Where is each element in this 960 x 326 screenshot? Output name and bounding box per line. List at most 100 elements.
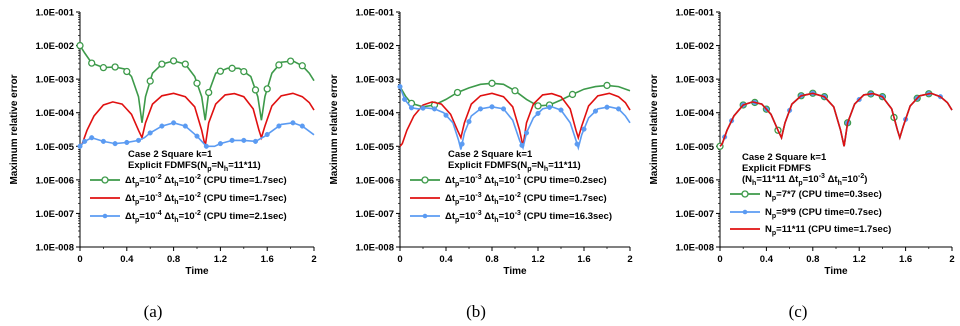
- x-tick-label: 1.2: [853, 254, 866, 265]
- data-point: [263, 85, 271, 93]
- data-point: [511, 87, 519, 95]
- data-point: [397, 84, 403, 90]
- data-point: [123, 67, 131, 76]
- y-tick-label: 1.0E-008: [355, 243, 394, 254]
- data-point: [488, 79, 496, 87]
- y-tick-label: 1.0E-008: [35, 243, 74, 254]
- data-point: [216, 67, 225, 75]
- series-line: [399, 82, 631, 108]
- data-point: [603, 81, 611, 90]
- data-point: [534, 102, 542, 110]
- series-line: [399, 86, 631, 151]
- data-point: [443, 112, 449, 118]
- data-point: [290, 120, 296, 126]
- x-tick-label: 1.6: [577, 254, 590, 265]
- series-line: [719, 92, 953, 147]
- y-axis-label: Maximum relative error: [329, 74, 340, 184]
- annotation-line: Case 2 Square k=1: [742, 152, 827, 163]
- annotation-line: (Nh=11*11 Δtp=10-3 Δth=10-2): [742, 173, 867, 187]
- x-axis-label: Time: [503, 266, 527, 277]
- legend-entry: Np=9*9 (CPU time=0.7sec): [730, 207, 882, 220]
- y-axis-label: Maximum relative error: [9, 74, 20, 184]
- x-tick-label: 0.8: [485, 254, 498, 265]
- data-point: [205, 88, 213, 97]
- data-point: [88, 59, 96, 67]
- x-tick-label: 0: [397, 254, 402, 265]
- data-point: [229, 137, 235, 143]
- data-point: [124, 139, 130, 146]
- annotation-line: Explicit FDMFS(Np=Nh=11*11): [128, 160, 261, 173]
- series-line: [399, 92, 631, 147]
- y-tick-label: 1.0E-001: [355, 8, 394, 19]
- legend-label: Δtp=10-3 Δth=10-2 (CPU time=1.7sec): [125, 192, 287, 206]
- data-point: [276, 123, 282, 129]
- series-line: [79, 92, 315, 147]
- legend-marker: [421, 176, 429, 184]
- data-point: [158, 60, 166, 68]
- data-point: [217, 141, 223, 147]
- legend-marker: [742, 209, 748, 215]
- data-point: [112, 141, 118, 147]
- annotation-line: Explicit FDMFS(Np=Nh=11*11): [448, 160, 581, 173]
- data-point: [240, 67, 248, 76]
- data-point: [581, 126, 587, 132]
- series-2: [79, 92, 315, 147]
- data-point: [568, 90, 577, 99]
- y-tick-label: 1.0E-005: [35, 142, 74, 153]
- x-tick-label: 0.4: [439, 254, 453, 265]
- y-axis-label: Maximum relative error: [649, 74, 660, 184]
- data-point: [77, 143, 83, 149]
- y-tick-label: 1.0E-007: [35, 209, 74, 220]
- legend-label: Np=7*7 (CPU time=0.3sec): [765, 189, 882, 202]
- legend-entry: Δtp=10-3 Δth=10-1 (CPU time=0.2sec): [410, 174, 607, 188]
- y-tick-label: 1.0E-005: [675, 142, 714, 153]
- x-tick-label: 2: [311, 254, 316, 265]
- data-point: [408, 105, 415, 111]
- data-point: [453, 88, 462, 97]
- data-point: [182, 123, 188, 129]
- legend-entry: Δtp=10-4 Δth=10-2 (CPU time=2.1sec): [90, 210, 287, 224]
- legend-label: Δtp=10-3 Δth=10-2 (CPU time=1.7sec): [445, 192, 607, 206]
- legend-marker: [741, 190, 749, 198]
- data-point: [477, 106, 484, 112]
- data-point: [431, 106, 438, 112]
- legend-entry: Δtp=10-2 Δth=10-2 (CPU time=1.7sec): [90, 174, 287, 188]
- y-tick-label: 1.0E-003: [355, 75, 394, 86]
- data-point: [535, 110, 541, 116]
- legend-label: Np=9*9 (CPU time=0.7sec): [765, 207, 882, 220]
- y-tick-label: 1.0E-006: [675, 175, 714, 186]
- legend-label: Np=11*11 (CPU time=1.7sec): [765, 224, 891, 237]
- data-point: [264, 131, 270, 138]
- data-point: [228, 64, 236, 72]
- data-point: [466, 119, 472, 125]
- x-tick-label: 1.6: [261, 254, 274, 265]
- legend-label: Δtp=10-4 Δth=10-2 (CPU time=2.1sec): [125, 210, 287, 224]
- data-point: [420, 105, 426, 111]
- panel-caption: (b): [466, 302, 486, 321]
- series-3: [77, 120, 315, 149]
- data-point: [615, 106, 622, 112]
- x-axis-label: Time: [824, 266, 848, 277]
- y-tick-label: 1.0E-007: [355, 209, 394, 220]
- data-point: [519, 142, 525, 148]
- data-point: [252, 138, 259, 144]
- y-tick-label: 1.0E-002: [35, 41, 74, 52]
- data-point: [111, 63, 119, 71]
- y-tick-label: 1.0E-004: [35, 108, 74, 119]
- x-tick-label: 1.2: [531, 254, 544, 265]
- data-point: [82, 138, 88, 144]
- x-tick-label: 0.8: [167, 254, 180, 265]
- y-tick-label: 1.0E-003: [675, 75, 714, 86]
- panel-caption: (c): [789, 302, 808, 321]
- data-point: [171, 120, 177, 126]
- data-point: [298, 62, 306, 70]
- data-point: [592, 108, 599, 114]
- data-point: [489, 104, 495, 110]
- x-tick-label: 0.4: [120, 254, 134, 265]
- data-point: [275, 61, 283, 69]
- x-tick-label: 0.8: [806, 254, 819, 265]
- series-2: [399, 92, 631, 147]
- data-point: [558, 107, 564, 113]
- legend-label: Δtp=10-3 Δth=10-1 (CPU time=0.2sec): [445, 174, 607, 188]
- legend-label: Δtp=10-2 Δth=10-2 (CPU time=1.7sec): [125, 174, 287, 188]
